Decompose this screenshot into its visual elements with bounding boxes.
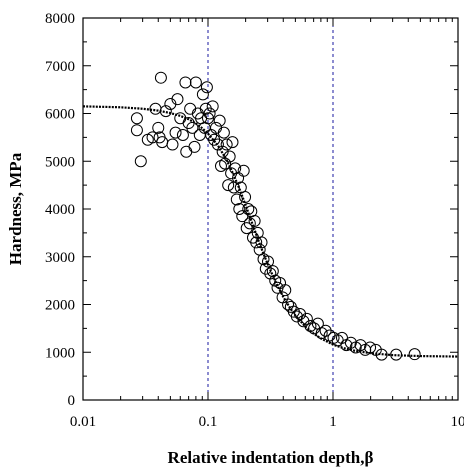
data-point (237, 164, 250, 177)
data-point (233, 203, 246, 215)
data-point (282, 298, 295, 311)
y-tick-label: 6000 (45, 107, 75, 123)
data-point (188, 140, 201, 153)
data-point (354, 339, 367, 352)
fit-curve-group (82, 105, 459, 358)
data-point (331, 334, 344, 347)
data-point (189, 76, 202, 89)
data-point (323, 329, 336, 342)
y-tick-label: 2000 (45, 298, 75, 314)
data-point (130, 112, 143, 125)
data-point (180, 145, 193, 158)
data-point (171, 93, 184, 106)
data-point (255, 236, 268, 249)
data-point (375, 348, 388, 361)
data-point (134, 155, 147, 168)
data-point (304, 319, 317, 332)
data-point (176, 128, 189, 141)
data-point (344, 336, 357, 349)
data-point (242, 203, 255, 215)
data-point (250, 236, 263, 249)
data-point (179, 76, 192, 89)
data-point (262, 255, 274, 268)
data-point (308, 322, 321, 335)
y-tick-label: 5000 (45, 154, 75, 170)
data-point (146, 131, 159, 144)
data-point (266, 265, 279, 278)
data-point (230, 193, 243, 206)
data-point (220, 138, 233, 151)
x-tick-label: 10 (451, 414, 464, 430)
data-point (213, 114, 226, 127)
data-point (219, 157, 232, 170)
data-point (214, 160, 227, 173)
data-point (294, 308, 307, 321)
data-point (202, 112, 214, 125)
y-tick-label: 3000 (45, 250, 75, 266)
data-point (229, 162, 242, 175)
plot-frame (82, 17, 459, 401)
data-point (130, 124, 143, 137)
data-point (297, 315, 310, 328)
data-point (259, 262, 272, 275)
data-point (152, 121, 165, 134)
y-tick-label: 0 (68, 393, 76, 409)
data-point (222, 179, 235, 192)
data-points-group (130, 71, 421, 361)
data-point (184, 102, 197, 115)
data-point (248, 214, 261, 227)
reference-lines (207, 18, 334, 400)
data-point (226, 136, 239, 149)
data-point (206, 100, 219, 113)
x-axis-title: Relative indentation depth,β (168, 448, 374, 467)
data-point (186, 121, 199, 134)
y-tick-labels: 0 1000 2000 3000 4000 5000 6000 7000 8000 (45, 11, 75, 409)
data-point (300, 312, 313, 325)
data-point (390, 348, 403, 361)
data-point (239, 191, 252, 204)
data-point (279, 284, 292, 297)
y-tick-label: 1000 (45, 345, 75, 361)
x-tick-label: 0.01 (70, 414, 96, 430)
data-point (319, 324, 332, 337)
data-point (159, 105, 172, 118)
x-tick-label: 0.1 (199, 414, 218, 430)
x-tick-label: 1 (329, 414, 337, 430)
data-point (408, 348, 421, 361)
data-point (315, 327, 328, 340)
data-point (196, 88, 209, 101)
data-point (166, 138, 179, 151)
data-point (216, 145, 229, 158)
data-point (217, 126, 230, 139)
y-tick-label: 7000 (45, 59, 75, 75)
data-point (154, 71, 167, 84)
x-tick-labels: 0.01 0.1 1 10 (70, 414, 464, 430)
y-tick-label: 4000 (45, 202, 75, 218)
axis-ticks (82, 17, 459, 401)
data-point (364, 341, 377, 354)
data-point (169, 126, 182, 139)
data-point (203, 107, 216, 120)
data-point (223, 150, 236, 163)
data-point (225, 167, 238, 180)
y-axis-title: Hardness, MPa (6, 152, 25, 265)
data-point (200, 81, 213, 94)
fit-curve (82, 105, 459, 358)
y-tick-label: 8000 (45, 11, 75, 27)
